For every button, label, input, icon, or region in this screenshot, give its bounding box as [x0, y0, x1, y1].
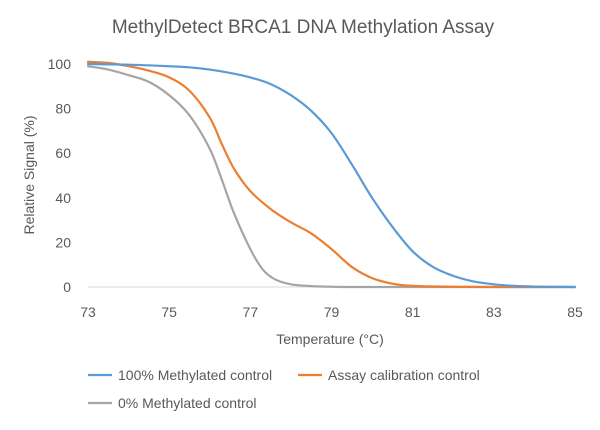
y-tick-label: 40	[55, 190, 71, 206]
x-axis-label: Temperature (°C)	[276, 331, 384, 347]
y-tick-label: 0	[63, 279, 71, 295]
series-line-1	[86, 60, 577, 289]
y-axis-ticks: 0 20 40 60 80 100	[48, 56, 72, 295]
x-tick-label: 73	[80, 304, 96, 320]
y-axis-label: Relative Signal (%)	[21, 115, 37, 234]
y-tick-label: 60	[55, 145, 71, 161]
y-tick-label: 100	[48, 56, 72, 72]
legend-item: 100% Methylated control	[88, 367, 272, 383]
x-tick-label: 75	[161, 304, 177, 320]
x-tick-label: 79	[324, 304, 340, 320]
y-tick-label: 80	[55, 101, 71, 117]
series-line-0	[86, 62, 577, 289]
legend-label: Assay calibration control	[328, 367, 480, 383]
legend-label: 100% Methylated control	[118, 367, 272, 383]
x-tick-label: 77	[243, 304, 259, 320]
x-axis-ticks: 73 75 77 79 81 83 85	[80, 304, 583, 320]
legend-item: Assay calibration control	[298, 367, 480, 383]
series-line-2	[86, 65, 577, 289]
x-tick-label: 85	[567, 304, 583, 320]
x-tick-label: 83	[486, 304, 502, 320]
y-tick-label: 20	[55, 234, 71, 250]
series-lines	[86, 60, 577, 289]
legend-item: 0% Methylated control	[88, 395, 257, 411]
legend: 100% Methylated control Assay calibration…	[88, 367, 480, 411]
legend-label: 0% Methylated control	[118, 395, 257, 411]
x-tick-label: 81	[405, 304, 421, 320]
chart-title: MethylDetect BRCA1 DNA Methylation Assay	[112, 17, 495, 38]
